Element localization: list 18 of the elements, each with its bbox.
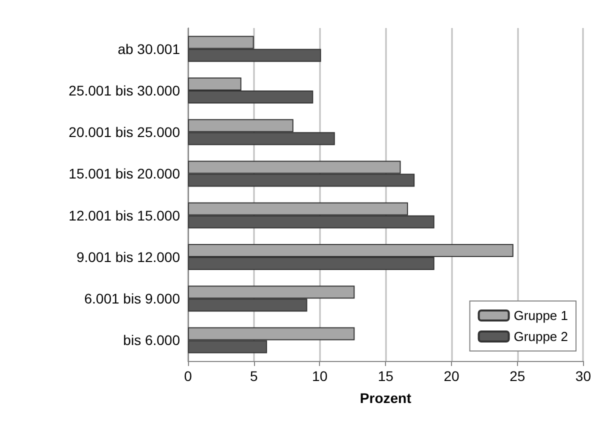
x-tick-label: 15: [378, 368, 394, 384]
legend-label: Gruppe 2: [514, 329, 568, 344]
y-tick-label: 20.001 bis 25.000: [68, 124, 180, 140]
y-tick-label: 12.001 bis 15.000: [68, 207, 180, 224]
y-tick-label: bis 6.000: [123, 332, 180, 348]
y-tick-label: 15.001 bis 20.000: [68, 166, 180, 182]
x-axis-title: Prozent: [360, 390, 412, 406]
y-tick-label: 9.001 bis 12.000: [76, 248, 180, 265]
x-tick-label: 20: [444, 368, 460, 384]
x-tick-label: 25: [510, 368, 526, 384]
y-tick-label: 25.001 bis 30.000: [68, 82, 180, 98]
legend-label: Gruppe 1: [514, 308, 568, 323]
y-tick-label: ab 30.001: [118, 40, 180, 57]
x-tick-label: 5: [250, 368, 258, 384]
x-tick-label: 0: [184, 368, 192, 384]
y-tick-label: 6.001 bis 9.000: [84, 290, 180, 307]
x-tick-label: 30: [575, 368, 592, 384]
x-tick-label: 10: [312, 368, 328, 384]
